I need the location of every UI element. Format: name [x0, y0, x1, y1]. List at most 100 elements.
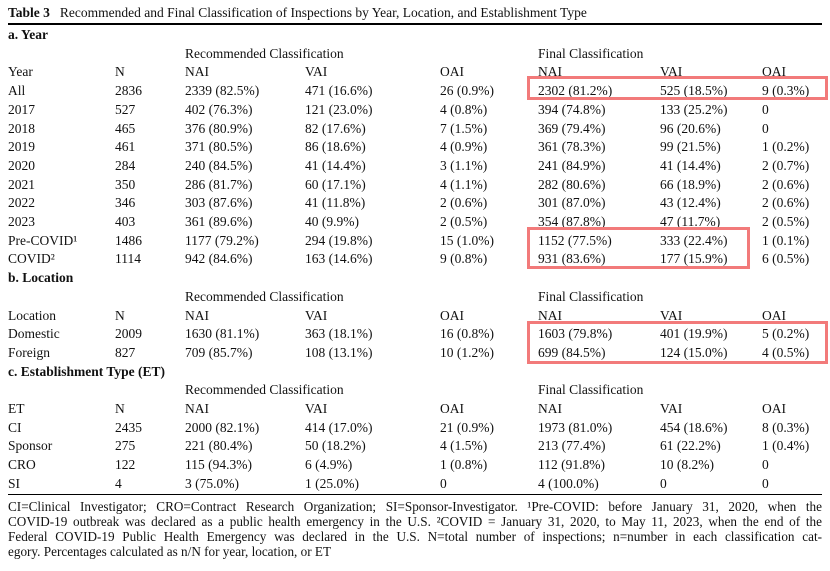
table-establishment-type: Recommended Classification Final Classif… [8, 381, 822, 493]
table-cell: 4 (0.5%) [762, 344, 810, 360]
row-label: Pre-COVID¹ [8, 232, 78, 248]
table-row: Foreign 827 709 (85.7%) 108 (13.1%) 10 (… [8, 344, 822, 363]
table-row: SI 4 3 (75.0%) 1 (25.0%) 0 4 (100.0%) 0 … [8, 475, 822, 494]
recommended-classification-header: Recommended Classification [185, 45, 344, 61]
table-cell: 7 (1.5%) [440, 120, 488, 136]
table-cell: 1177 (79.2%) [185, 232, 259, 248]
table-title: Table 3 Recommended and Final Classificat… [8, 3, 822, 22]
table-cell: 350 [115, 176, 136, 192]
table-cell: 4 (1.1%) [440, 176, 488, 192]
row-label: All [8, 83, 26, 99]
table-cell: 221 (80.4%) [185, 438, 253, 454]
col-header: VAI [305, 307, 328, 323]
table-cell: 275 [115, 438, 136, 454]
footnote-line: egory. Percentages calculated as n/N for… [8, 544, 332, 560]
table-cell: 2 (0.6%) [762, 176, 810, 192]
col-header: VAI [660, 307, 683, 323]
table-cell: 41 (14.4%) [305, 157, 366, 173]
table-cell: 394 (74.8%) [538, 101, 606, 117]
table-cell: 241 (84.9%) [538, 157, 606, 173]
footnote-line: COVID-19 outbreak was declared as a publ… [8, 513, 822, 529]
column-header-row: Year N NAI VAI OAI NAI VAI OAI [8, 63, 822, 82]
final-classification-header: Final Classification [538, 45, 644, 61]
row-label: 2017 [8, 101, 35, 117]
table-cell: 1 (0.2%) [762, 139, 810, 155]
table-cell: 40 (9.9%) [305, 214, 359, 230]
table-cell: 3 (75.0%) [185, 475, 239, 491]
table-cell: 41 (14.4%) [660, 157, 721, 173]
col-header: OAI [762, 401, 787, 417]
col-header: OAI [440, 64, 464, 80]
table-row: CRO 122 115 (94.3%) 6 (4.9%) 1 (0.8%) 11… [8, 456, 822, 475]
table-cell: 4 [115, 475, 122, 491]
table-cell: 213 (77.4%) [538, 438, 606, 454]
table-cell: 361 (78.3%) [538, 139, 606, 155]
table-cell: 86 (18.6%) [305, 139, 366, 155]
table-row: 2023 403 361 (89.6%) 40 (9.9%) 2 (0.5%) … [8, 213, 822, 232]
table-cell: 16 (0.8%) [440, 326, 494, 342]
table-cell: 9 (0.8%) [440, 251, 488, 267]
table-cell: 6 (0.5%) [762, 251, 810, 267]
table-cell: 1114 [115, 251, 141, 267]
table-cell: 354 (87.8%) [538, 214, 606, 230]
col-header: NAI [185, 401, 209, 417]
table-cell: 26 (0.9%) [440, 83, 494, 99]
row-label: 2021 [8, 176, 35, 192]
table-cell: 2 (0.5%) [762, 214, 810, 230]
table-cell: 1486 [115, 232, 142, 248]
table-cell: 6 (4.9%) [305, 457, 353, 473]
col-header: VAI [305, 64, 328, 80]
table-cell: 2 (0.6%) [762, 195, 810, 211]
table-cell: 108 (13.1%) [305, 344, 373, 360]
table-cell: 527 [115, 101, 136, 117]
col-header: ET [8, 401, 25, 417]
table-cell: 177 (15.9%) [660, 251, 728, 267]
table-row: Domestic 2009 1630 (81.1%) 363 (18.1%) 1… [8, 325, 822, 344]
table-cell: 0 [762, 120, 769, 136]
table-cell: 2000 (82.1%) [185, 419, 260, 435]
section-heading-establishment-type: c. Establishment Type (ET) [8, 363, 166, 379]
col-header: VAI [660, 64, 683, 80]
row-label: Foreign [8, 344, 50, 360]
table-cell: 96 (20.6%) [660, 120, 721, 136]
col-header: N [115, 401, 125, 417]
table-cell: 363 (18.1%) [305, 326, 373, 342]
row-label: 2018 [8, 120, 35, 136]
group-header-row: Recommended Classification Final Classif… [8, 288, 822, 307]
table-cell: 15 (1.0%) [440, 232, 494, 248]
table-row: Pre-COVID¹ 1486 1177 (79.2%) 294 (19.8%)… [8, 232, 822, 251]
table-cell: 4 (100.0%) [538, 475, 599, 491]
table-cell: 0 [762, 457, 769, 473]
table-cell: 931 (83.6%) [538, 251, 606, 267]
table-cell: 163 (14.6%) [305, 251, 373, 267]
table-cell: 47 (11.7%) [660, 214, 721, 230]
final-classification-header: Final Classification [538, 382, 644, 398]
table-row: 2019 461 371 (80.5%) 86 (18.6%) 4 (0.9%)… [8, 138, 822, 157]
column-header-row: ET N NAI VAI OAI NAI VAI OAI [8, 400, 822, 419]
table-cell: 454 (18.6%) [660, 419, 728, 435]
table-cell: 1603 (79.8%) [538, 326, 613, 342]
table-row: CI 2435 2000 (82.1%) 414 (17.0%) 21 (0.9… [8, 419, 822, 438]
table-cell: 1 (0.1%) [762, 232, 810, 248]
bottom-rule [8, 493, 822, 495]
table-cell: 133 (25.2%) [660, 101, 728, 117]
table-row: All 2836 2339 (82.5%) 471 (16.6%) 26 (0.… [8, 82, 822, 101]
table-cell: 0 [762, 475, 769, 491]
col-header: NAI [538, 64, 563, 80]
table-cell: 5 (0.2%) [762, 326, 810, 342]
table-cell: 50 (18.2%) [305, 438, 366, 454]
table-cell: 115 (94.3%) [185, 457, 252, 473]
table-cell: 942 (84.6%) [185, 251, 253, 267]
col-header: OAI [762, 64, 787, 80]
table-cell: 346 [115, 195, 136, 211]
table-cell: 99 (21.5%) [660, 139, 721, 155]
section-heading-location: b. Location [8, 270, 74, 286]
group-header-row: Recommended Classification Final Classif… [8, 45, 822, 64]
table-cell: 2302 (81.2%) [538, 83, 613, 99]
table-cell: 2 (0.5%) [440, 214, 488, 230]
table-cell: 0 [440, 475, 447, 491]
table-cell: 284 [115, 157, 136, 173]
table-cell: 2 (0.7%) [762, 157, 810, 173]
row-label: Sponsor [8, 438, 53, 454]
col-header: NAI [185, 64, 209, 80]
